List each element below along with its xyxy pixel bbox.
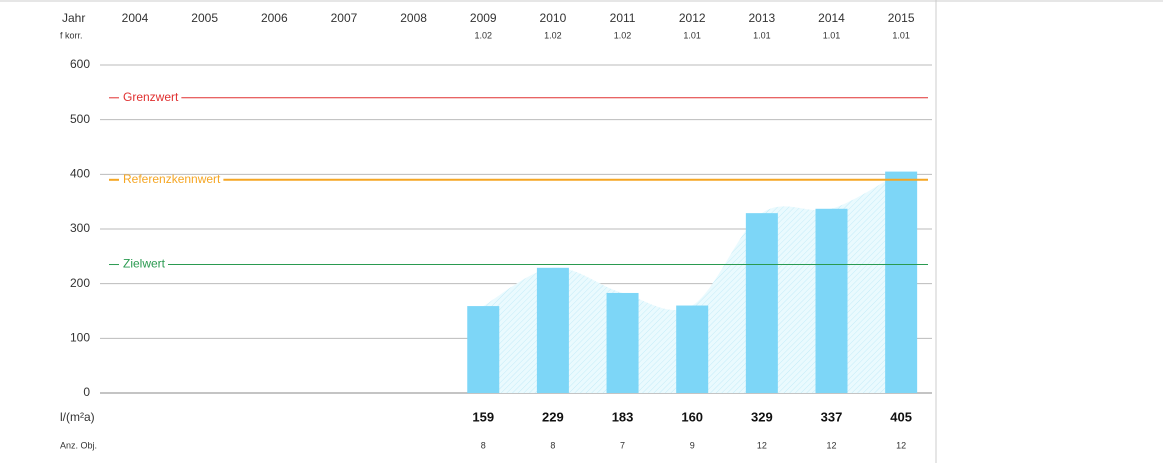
factor-label: 1.02	[474, 30, 492, 40]
year-label: 2004	[122, 11, 149, 25]
year-label: 2012	[679, 11, 706, 25]
count-label: 9	[690, 440, 695, 450]
factor-label: 1.01	[753, 30, 771, 40]
count-row-label: Anz. Obj.	[60, 440, 97, 450]
factor-label: 1.01	[892, 30, 910, 40]
bar	[606, 292, 639, 393]
year-label: 2014	[818, 11, 845, 25]
y-tick-label: 0	[83, 385, 90, 399]
count-label: 8	[550, 440, 555, 450]
value-label: 229	[542, 409, 564, 424]
factor-row-label: f korr.	[60, 30, 83, 40]
factor-label: 1.02	[614, 30, 632, 40]
count-label: 12	[826, 440, 836, 450]
y-tick-label: 400	[70, 167, 90, 181]
value-label: 183	[612, 409, 634, 424]
year-label: 2005	[191, 11, 218, 25]
bar	[745, 213, 778, 393]
reference-label: Referenzkennwert	[123, 172, 221, 186]
bar	[815, 208, 848, 393]
year-label: 2007	[331, 11, 358, 25]
year-label: 2011	[610, 11, 636, 25]
count-label: 7	[620, 440, 625, 450]
value-label: 405	[890, 409, 912, 424]
count-label: 8	[481, 440, 486, 450]
y-tick-label: 300	[70, 221, 90, 235]
year-label: 2015	[888, 11, 915, 25]
year-label: 2013	[748, 11, 775, 25]
value-label: 337	[821, 409, 843, 424]
count-label: 12	[896, 440, 906, 450]
trend-area	[483, 171, 902, 393]
bar	[536, 267, 569, 393]
value-label: 329	[751, 409, 773, 424]
value-row-label: l/(m²a)	[60, 410, 95, 424]
year-label: 2010	[540, 11, 567, 25]
bar	[885, 171, 918, 393]
factor-label: 1.01	[823, 30, 841, 40]
y-tick-label: 200	[70, 276, 90, 290]
value-label: 159	[472, 409, 494, 424]
y-tick-label: 600	[70, 57, 90, 71]
year-label: 2009	[470, 11, 497, 25]
year-row-label: Jahr	[62, 11, 85, 25]
y-tick-label: 500	[70, 112, 90, 126]
bar	[676, 305, 709, 393]
year-label: 2006	[261, 11, 288, 25]
reference-label: Zielwert	[123, 257, 166, 271]
y-tick-label: 100	[70, 331, 90, 345]
value-label: 160	[681, 409, 703, 424]
year-label: 2008	[400, 11, 427, 25]
factor-label: 1.02	[544, 30, 562, 40]
bar	[467, 306, 500, 393]
factor-label: 1.01	[683, 30, 701, 40]
count-label: 12	[757, 440, 767, 450]
reference-label: Grenzwert	[123, 90, 179, 104]
